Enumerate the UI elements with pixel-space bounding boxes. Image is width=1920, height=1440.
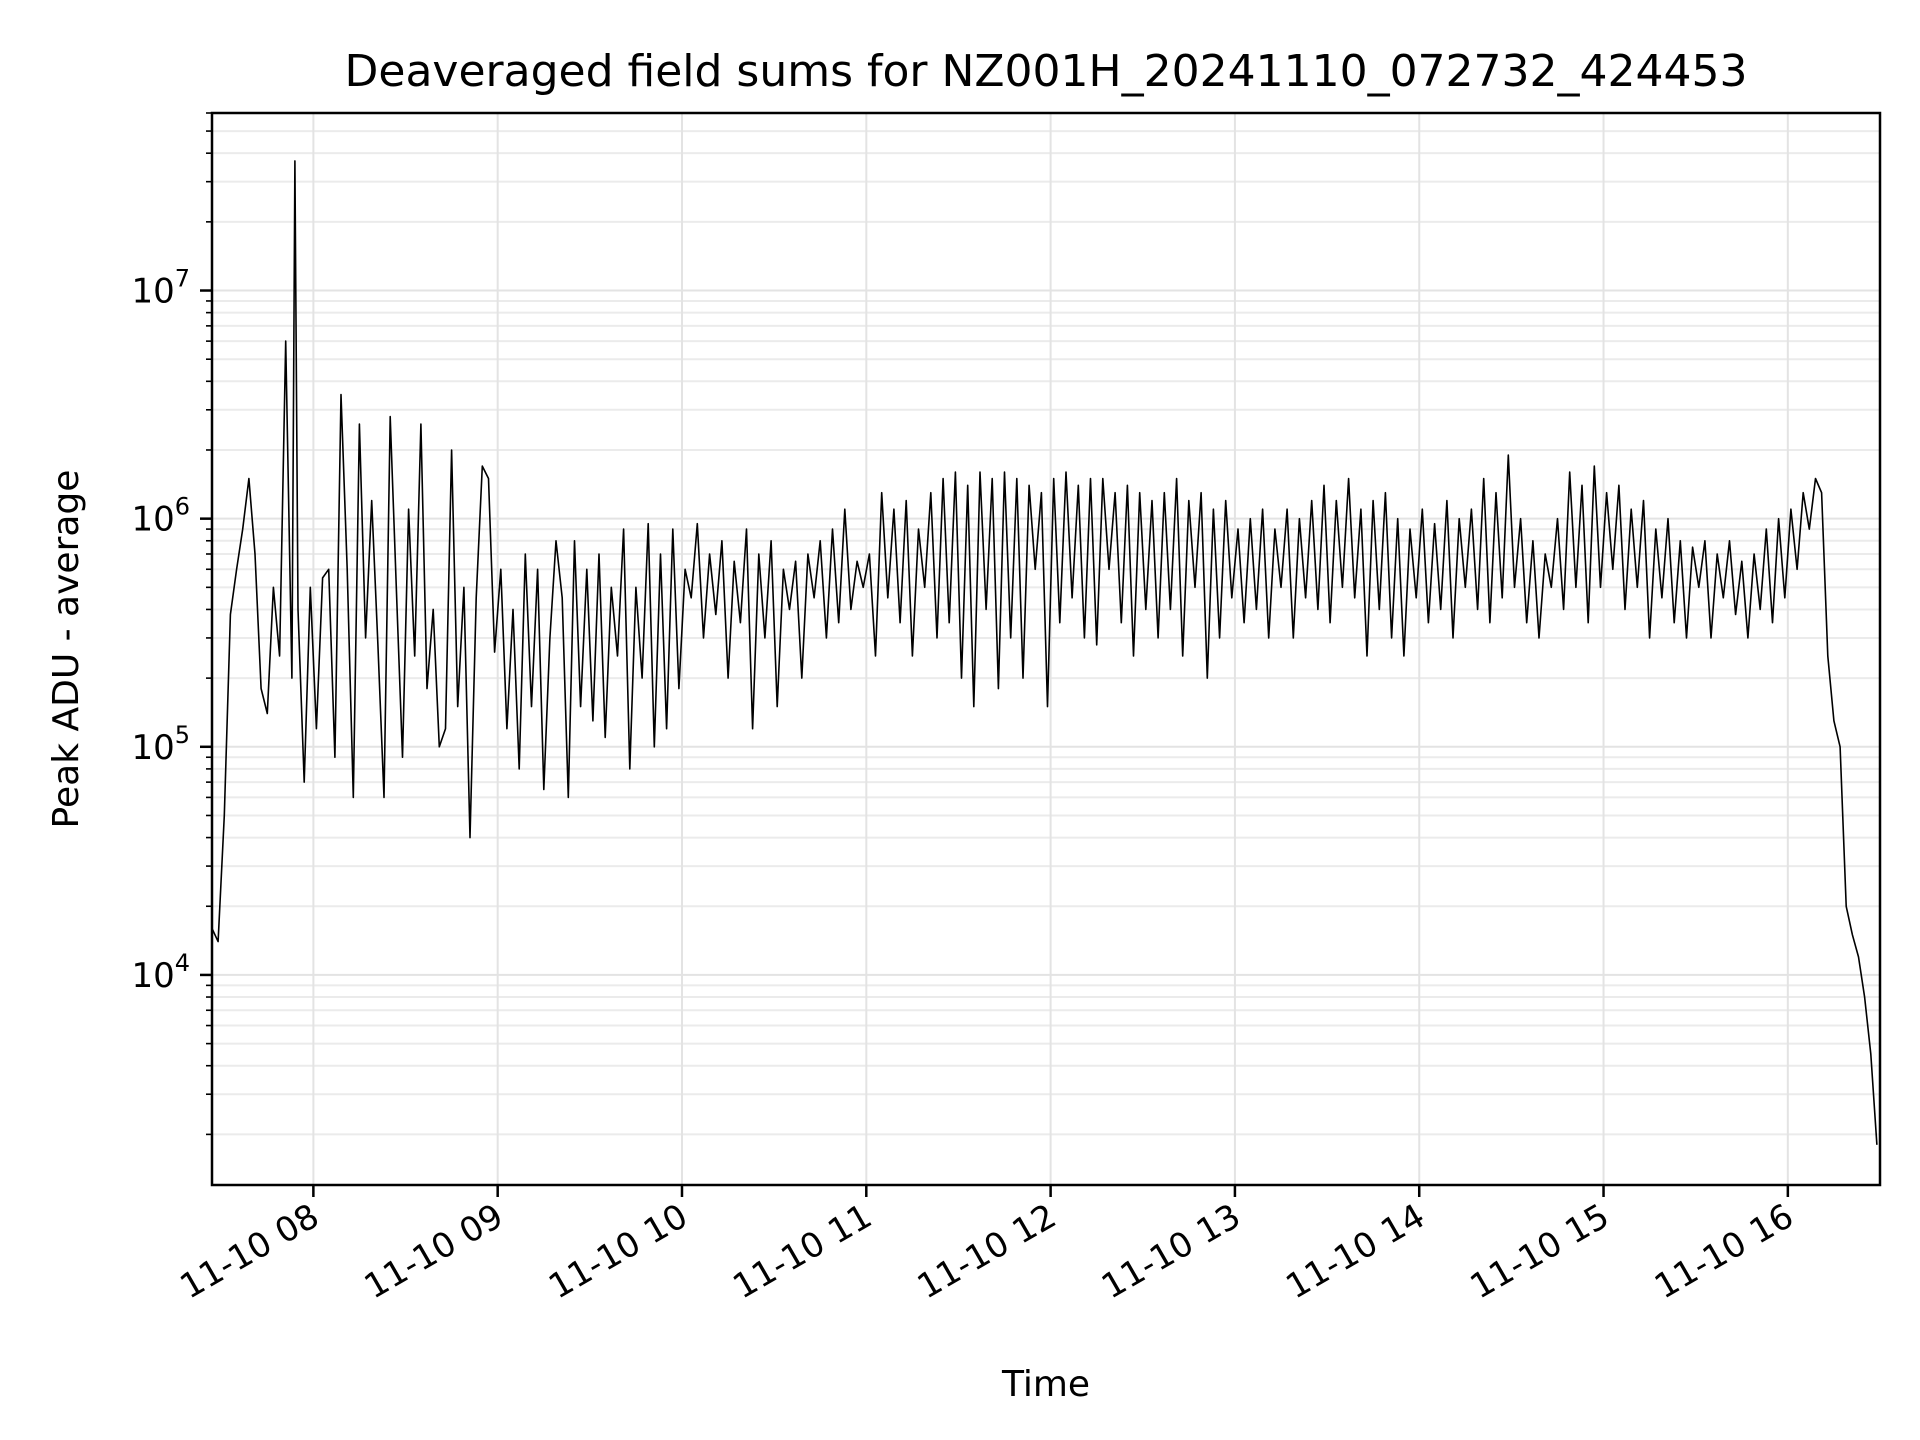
y-tick-label: 104 bbox=[131, 949, 190, 996]
y-tick-base: 10 bbox=[131, 728, 174, 768]
y-tick-exponent: 4 bbox=[175, 949, 190, 977]
y-tick-base: 10 bbox=[131, 956, 174, 996]
chart-title: Deaveraged field sums for NZ001H_2024111… bbox=[345, 46, 1748, 97]
series-layer bbox=[211, 160, 1878, 1145]
y-axis-label: Peak ADU - average bbox=[46, 470, 87, 829]
y-tick-base: 10 bbox=[131, 500, 174, 540]
y-tick-label: 105 bbox=[131, 721, 190, 768]
plot-frame bbox=[210, 111, 1882, 1187]
y-tick-exponent: 5 bbox=[175, 721, 190, 749]
y-tick-label: 106 bbox=[131, 493, 190, 540]
grid-layer bbox=[212, 112, 1880, 1185]
y-tick-base: 10 bbox=[131, 272, 174, 312]
y-tick-exponent: 6 bbox=[175, 493, 190, 521]
y-tick-label: 107 bbox=[131, 265, 190, 312]
x-axis-label: Time bbox=[1001, 1364, 1090, 1405]
y-tick-exponent: 7 bbox=[175, 265, 190, 293]
series-line bbox=[211, 160, 1878, 1145]
